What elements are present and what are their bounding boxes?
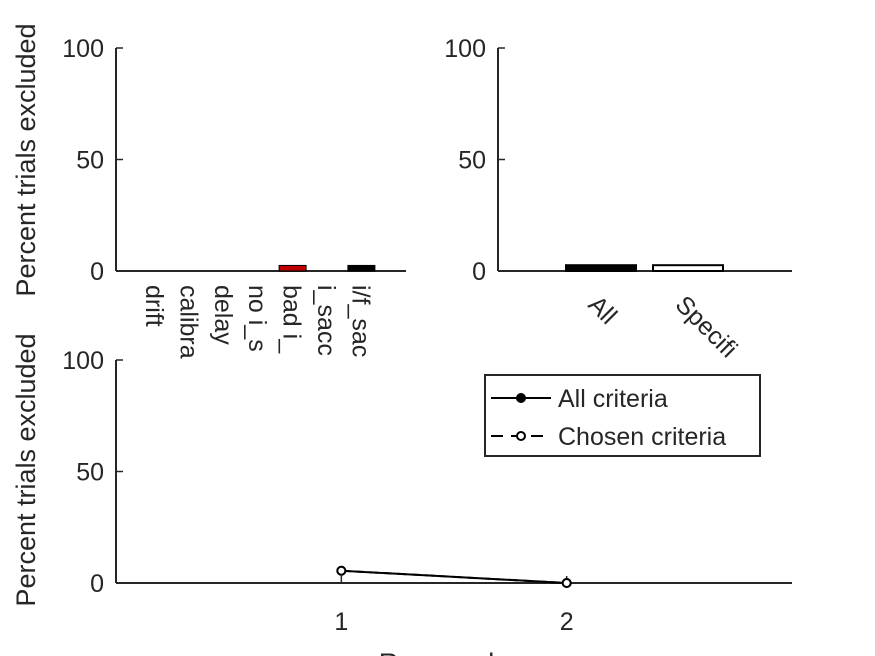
chart1-x-tick-label: delay — [209, 285, 237, 345]
chart3-y-tick-label: 0 — [90, 570, 104, 598]
chart1-x-tick-label: i/f_sac — [346, 285, 374, 357]
legend-box — [484, 374, 761, 457]
chart2-x-tick-label: Specifi — [670, 290, 743, 363]
chart1-x-tick-label: i_sacc — [312, 285, 340, 356]
chart2-x-tick-label: All — [583, 290, 622, 329]
chart3-legend: All criteria Chosen criteria — [484, 374, 761, 457]
chart2-bar — [652, 264, 724, 272]
chart3-y-tick-label: 50 — [76, 459, 104, 487]
chart1-x-tick-label: no i_s — [243, 285, 271, 352]
chart3-series-line — [341, 569, 567, 584]
chart1-x-tick-label: calibra — [174, 285, 202, 359]
chart3-data-point — [336, 565, 347, 576]
chart2-x-tick-labels: All Specifi — [583, 290, 743, 363]
legend-marker-sample — [516, 431, 526, 441]
legend-entry-label: All criteria — [558, 385, 668, 413]
chart1-x-tick-label: drift — [140, 285, 168, 327]
chart1-bar — [347, 264, 376, 272]
run-line-chart: 0 50 100 1 2 Percent trials excluded Run numbe… — [11, 333, 792, 656]
chart3-y-tick-label: 100 — [62, 347, 104, 375]
chart1-y-tick-label: 50 — [76, 147, 104, 175]
chart1-y-tick-label: 0 — [90, 258, 104, 286]
chart2-bar — [565, 264, 637, 272]
chart1-y-label: Percent trials excluded — [11, 23, 41, 296]
chart3-x-tick-label: 2 — [560, 608, 574, 636]
criteria-bar-chart: 0 50 100 drift calibra delay no i_s bad i_ i_sac… — [11, 23, 406, 359]
chart3-x-label: Run number — [379, 648, 528, 656]
chart2-y-tick-label: 0 — [472, 258, 486, 286]
chart2-y-tick-label: 100 — [444, 35, 486, 63]
chart3-y-label: Percent trials excluded — [11, 333, 41, 606]
chart2-y-tick-label: 50 — [458, 147, 486, 175]
chart1-x-tick-labels: drift calibra delay no i_s bad i_ i_sacc i/f_s… — [140, 285, 374, 359]
legend-entry-label: Chosen criteria — [558, 423, 726, 451]
chart3-data-point — [561, 578, 572, 588]
chart1-bar — [278, 264, 307, 272]
legend-marker-sample — [516, 393, 526, 403]
chart3-x-tick-label: 1 — [334, 608, 348, 636]
chart1-x-tick-label: bad i_ — [278, 285, 306, 354]
summary-bar-chart: 0 50 100 All Specifi — [444, 35, 792, 363]
chart1-y-tick-label: 100 — [62, 35, 104, 63]
